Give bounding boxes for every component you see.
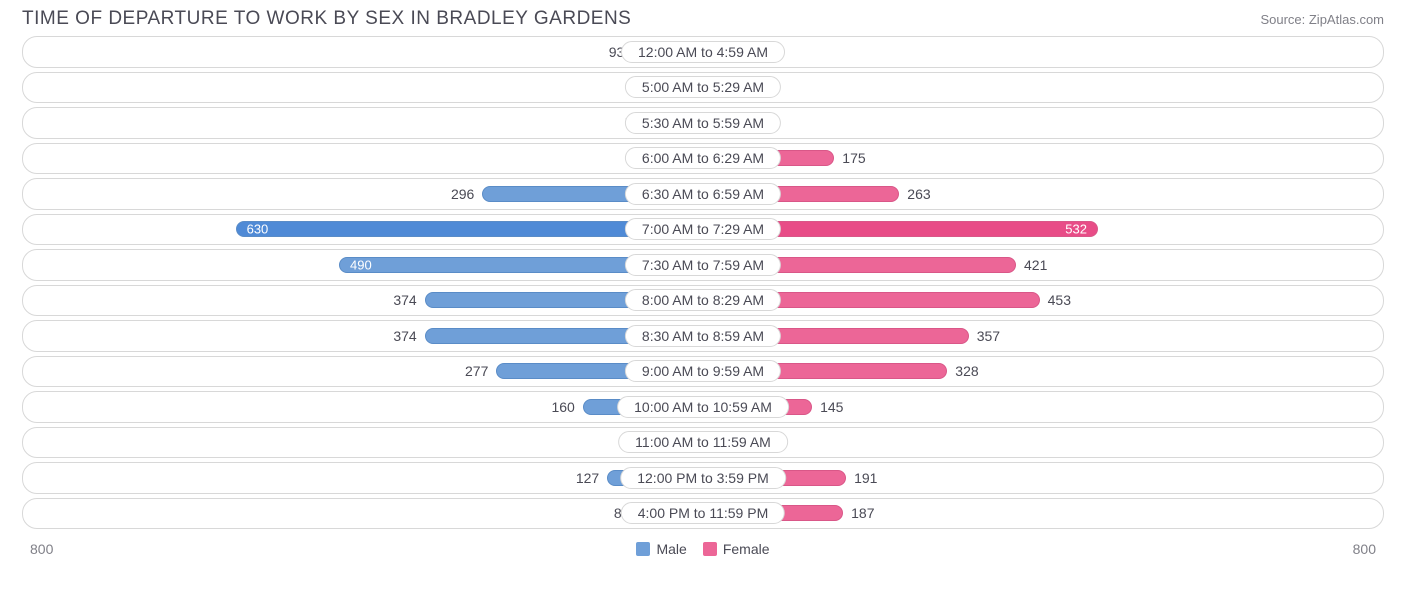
male-side: 374 (23, 286, 703, 316)
male-side: 27 (23, 428, 703, 458)
male-value: 630 (247, 222, 269, 237)
chart-row: 277 328 9:00 AM to 9:59 AM (22, 356, 1384, 388)
male-side: 374 (23, 321, 703, 351)
female-value: 191 (854, 470, 877, 486)
female-side: 23 (703, 428, 1383, 458)
category-label: 7:00 AM to 7:29 AM (625, 218, 781, 240)
female-side: 20 (703, 108, 1383, 138)
female-swatch-icon (703, 542, 717, 556)
male-side: 71 (23, 108, 703, 138)
female-side: 421 (703, 250, 1383, 280)
female-value: 421 (1024, 257, 1047, 273)
female-side: 145 (703, 392, 1383, 422)
category-label: 5:30 AM to 5:59 AM (625, 112, 781, 134)
female-value: 328 (955, 363, 978, 379)
male-value: 296 (451, 186, 474, 202)
chart-row: 296 263 6:30 AM to 6:59 AM (22, 178, 1384, 210)
chart-row: 160 145 10:00 AM to 10:59 AM (22, 391, 1384, 423)
legend-female-label: Female (723, 541, 770, 557)
chart-row: 374 453 8:00 AM to 8:29 AM (22, 285, 1384, 317)
male-swatch-icon (636, 542, 650, 556)
category-label: 9:00 AM to 9:59 AM (625, 360, 781, 382)
female-side: 532 (703, 215, 1383, 245)
legend-item-male: Male (636, 541, 686, 557)
male-value: 160 (551, 399, 574, 415)
female-value: 187 (851, 505, 874, 521)
chart-row: 86 187 4:00 PM to 11:59 PM (22, 498, 1384, 530)
male-side: 277 (23, 357, 703, 387)
category-label: 5:00 AM to 5:29 AM (625, 76, 781, 98)
category-label: 11:00 AM to 11:59 AM (618, 431, 788, 453)
chart-row: 374 357 8:30 AM to 8:59 AM (22, 320, 1384, 352)
chart-row: 490 421 7:30 AM to 7:59 AM (22, 249, 1384, 281)
male-value: 374 (393, 292, 416, 308)
chart-row: 2985:00 AM to 5:29 AM (22, 72, 1384, 104)
male-value: 127 (576, 470, 599, 486)
category-label: 6:00 AM to 6:29 AM (625, 147, 781, 169)
male-side: 127 (23, 463, 703, 493)
legend-item-female: Female (703, 541, 770, 557)
chart-source: Source: ZipAtlas.com (1260, 12, 1384, 27)
category-label: 4:00 PM to 11:59 PM (621, 502, 785, 524)
male-side: 160 (23, 392, 703, 422)
female-value: 145 (820, 399, 843, 415)
female-value: 357 (977, 328, 1000, 344)
legend-male-label: Male (656, 541, 686, 557)
axis-label-right: 800 (1353, 541, 1376, 557)
chart-row: 55 175 6:00 AM to 6:29 AM (22, 143, 1384, 175)
legend: Male Female (636, 541, 769, 557)
chart-footer: 800 Male Female 800 (0, 533, 1406, 561)
female-side: 175 (703, 144, 1383, 174)
female-side: 61 (703, 37, 1383, 67)
category-label: 8:30 AM to 8:59 AM (625, 325, 781, 347)
female-side: 357 (703, 321, 1383, 351)
female-value: 532 (1065, 222, 1087, 237)
axis-label-left: 800 (30, 541, 53, 557)
chart-header: TIME OF DEPARTURE TO WORK BY SEX IN BRAD… (0, 0, 1406, 36)
male-side: 490 (23, 250, 703, 280)
female-value: 175 (842, 150, 865, 166)
chart-row: 630 532 7:00 AM to 7:29 AM (22, 214, 1384, 246)
female-value: 263 (907, 186, 930, 202)
category-label: 12:00 PM to 3:59 PM (620, 467, 786, 489)
female-side: 187 (703, 499, 1383, 529)
male-value: 490 (350, 257, 372, 272)
male-side: 630 (23, 215, 703, 245)
female-side: 328 (703, 357, 1383, 387)
category-label: 6:30 AM to 6:59 AM (625, 183, 781, 205)
male-side: 55 (23, 144, 703, 174)
female-side: 453 (703, 286, 1383, 316)
category-label: 8:00 AM to 8:29 AM (625, 289, 781, 311)
chart-row: 272311:00 AM to 11:59 AM (22, 427, 1384, 459)
chart-row: 127 191 12:00 PM to 3:59 PM (22, 462, 1384, 494)
category-label: 7:30 AM to 7:59 AM (625, 254, 781, 276)
category-label: 12:00 AM to 4:59 AM (621, 41, 785, 63)
male-side: 29 (23, 73, 703, 103)
chart-title: TIME OF DEPARTURE TO WORK BY SEX IN BRAD… (22, 8, 631, 30)
male-side: 296 (23, 179, 703, 209)
female-side: 263 (703, 179, 1383, 209)
male-side: 86 (23, 499, 703, 529)
chart-area: 936112:00 AM to 4:59 AM 2985:00 AM to 5:2… (0, 36, 1406, 529)
chart-row: 71205:30 AM to 5:59 AM (22, 107, 1384, 139)
female-side: 191 (703, 463, 1383, 493)
male-value: 277 (465, 363, 488, 379)
male-value: 374 (393, 328, 416, 344)
female-value: 453 (1048, 292, 1071, 308)
category-label: 10:00 AM to 10:59 AM (617, 396, 789, 418)
male-side: 93 (23, 37, 703, 67)
female-side: 8 (703, 73, 1383, 103)
chart-row: 936112:00 AM to 4:59 AM (22, 36, 1384, 68)
